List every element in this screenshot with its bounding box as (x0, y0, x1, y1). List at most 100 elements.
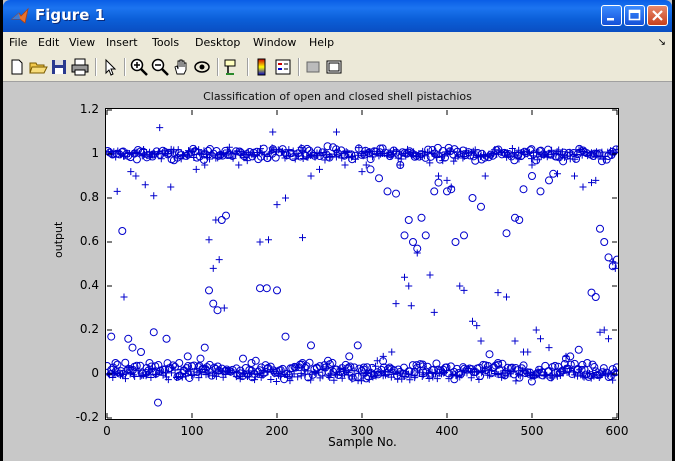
colorbar-icon[interactable] (252, 57, 272, 77)
plus-marker (481, 172, 489, 180)
circle-marker (432, 359, 441, 368)
plus-marker (426, 271, 434, 279)
circle-marker (546, 373, 555, 382)
plus-marker (215, 256, 223, 264)
circle-marker (598, 368, 607, 377)
plus-marker (406, 376, 414, 384)
circle-marker (199, 364, 208, 373)
circle-marker (392, 148, 401, 157)
circle-marker (595, 149, 604, 158)
plus-marker (537, 335, 544, 343)
circle-marker (409, 238, 417, 246)
menu-window[interactable]: Window (253, 36, 297, 49)
circle-marker (239, 354, 247, 363)
circle-marker (405, 367, 414, 376)
circle-marker (249, 148, 258, 157)
toolbar-separator (217, 58, 219, 76)
circle-marker (404, 216, 413, 224)
circle-marker (228, 365, 237, 374)
circle-marker (136, 147, 145, 156)
circle-marker (318, 148, 327, 157)
circle-marker (254, 155, 263, 164)
circle-marker (166, 363, 175, 372)
circle-marker (206, 145, 215, 154)
circle-marker (494, 359, 502, 367)
plus-marker (388, 348, 396, 356)
legend-icon[interactable] (273, 57, 293, 77)
circle-marker (132, 155, 141, 164)
print-icon[interactable] (70, 57, 90, 77)
plus-marker (379, 352, 387, 360)
circle-marker (417, 213, 426, 222)
menu-desktop[interactable]: Desktop (195, 36, 241, 49)
plus-marker (605, 335, 612, 343)
close-button[interactable] (647, 5, 668, 26)
dock-arrow-icon[interactable]: ↘ (657, 37, 666, 48)
zoom-in-icon[interactable] (129, 57, 149, 77)
data-cursor-icon[interactable] (222, 57, 242, 77)
circle-marker (596, 224, 604, 233)
save-icon[interactable] (49, 57, 69, 77)
circle-marker (152, 369, 161, 378)
rotate-3d-icon[interactable] (192, 57, 212, 77)
circle-marker (142, 368, 151, 377)
pan-icon[interactable] (171, 57, 191, 77)
maximize-button[interactable] (624, 5, 645, 26)
plus-marker (156, 124, 164, 132)
circle-marker (430, 187, 439, 196)
circle-marker (363, 363, 372, 372)
plot-axes[interactable] (105, 108, 619, 420)
edit-plot-arrow-icon[interactable] (100, 57, 120, 77)
circle-marker (444, 369, 453, 378)
new-figure-icon[interactable] (7, 57, 27, 77)
circle-marker (468, 194, 477, 202)
plus-marker (273, 201, 281, 209)
title-bar[interactable]: Figure 1 (3, 0, 672, 32)
menu-view[interactable]: View (69, 36, 96, 49)
circle-marker (612, 145, 618, 154)
minimize-button[interactable] (601, 5, 622, 26)
plus-marker (341, 370, 349, 378)
circle-marker (396, 161, 405, 169)
menu-help[interactable]: Help (309, 36, 335, 49)
circle-marker (553, 368, 562, 377)
circle-marker (332, 365, 341, 374)
open-file-icon[interactable] (28, 57, 48, 77)
circle-marker (300, 363, 309, 372)
circle-marker (546, 150, 555, 159)
circle-marker (345, 352, 354, 361)
circle-marker (604, 253, 613, 262)
plus-marker (579, 183, 587, 191)
circle-marker (238, 372, 247, 381)
show-plot-tools-icon[interactable] (324, 57, 344, 77)
menu-edit[interactable]: Edit (38, 36, 60, 49)
plus-marker (598, 148, 606, 156)
circle-marker (460, 231, 468, 240)
circle-marker (515, 373, 524, 382)
menu-tools[interactable]: Tools (152, 36, 180, 49)
circle-marker (200, 343, 209, 352)
circle-marker (556, 368, 565, 377)
plus-marker (571, 371, 579, 379)
hide-plot-tools-icon[interactable] (303, 57, 323, 77)
circle-marker (375, 174, 383, 183)
circle-marker (599, 364, 608, 373)
circle-marker (296, 152, 305, 161)
circle-marker (303, 144, 312, 153)
plus-marker (609, 258, 617, 266)
circle-marker (564, 148, 573, 157)
menu-insert[interactable]: Insert (106, 36, 138, 49)
plus-marker (192, 165, 200, 173)
circle-marker (341, 360, 350, 369)
menu-file[interactable]: File (9, 36, 28, 49)
zoom-out-icon[interactable] (150, 57, 170, 77)
circle-marker (532, 156, 541, 165)
circle-marker (145, 359, 154, 367)
circle-marker (564, 365, 573, 374)
circle-marker (600, 238, 609, 246)
circle-marker (385, 363, 394, 372)
plus-marker (460, 286, 468, 294)
circle-marker (217, 364, 226, 373)
plus-marker (307, 172, 315, 180)
circle-marker (304, 373, 313, 382)
